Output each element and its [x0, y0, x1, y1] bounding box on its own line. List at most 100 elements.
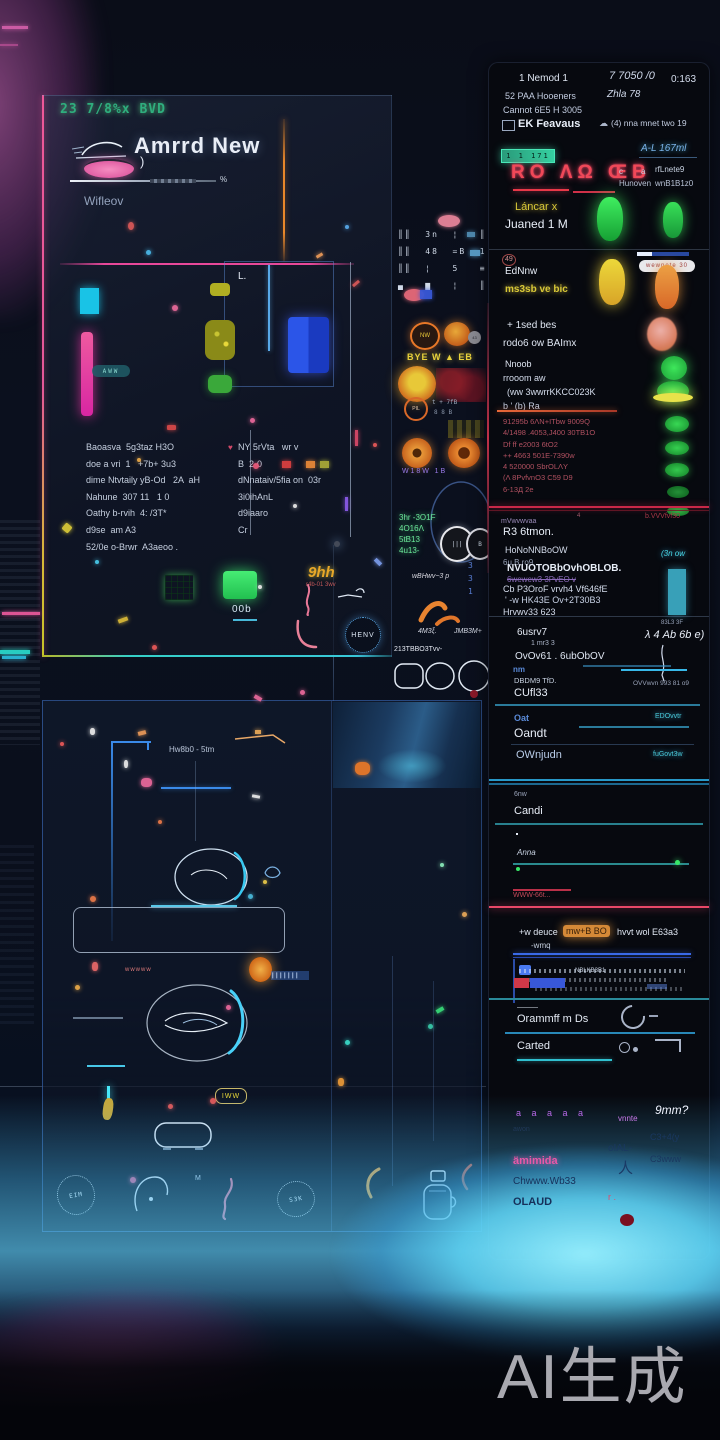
list-item[interactable]: d9iaaro: [238, 508, 269, 519]
list-item[interactable]: Cr: [238, 524, 248, 535]
list-item[interactable]: doe a vri 1 +7b+ 3u3: [86, 458, 177, 469]
blue-vline: [268, 265, 270, 351]
maroon-row: (Λ 8PvfvnO3 C59 D9: [503, 473, 573, 483]
form-value-2[interactable]: Oandt: [514, 726, 547, 740]
dark-tiny: awon: [513, 1126, 530, 1133]
form-value-3[interactable]: OWnjudn: [516, 749, 562, 761]
dark-right-3: C3www: [650, 1154, 682, 1164]
row-p2[interactable]: R3 6tmon.: [503, 526, 554, 538]
pink-hline: [60, 263, 354, 265]
form-label-2: Oat: [514, 713, 530, 723]
nine-label: 9hh: [308, 564, 335, 581]
stamp-badge[interactable]: HENV: [345, 617, 381, 653]
watermark: AI生成: [497, 1343, 688, 1412]
yellow-ellipse: [653, 393, 693, 402]
list-item[interactable]: B 2-0: [238, 458, 263, 469]
slider-segment: [150, 179, 196, 183]
maroon-row: 4/1498 .4053,J400 30TB1O: [503, 428, 596, 438]
row-p6: 6wewew3 3PvEO v: [507, 575, 576, 584]
outline-shapes: [394, 660, 490, 698]
dash-row-1: [519, 969, 685, 973]
row-p3: HoNoNNBoOW: [505, 545, 568, 555]
header-row-4[interactable]: EK Feavaus: [518, 118, 581, 130]
slider-tag: %: [220, 175, 228, 184]
menu-item-2[interactable]: Carted: [517, 1040, 551, 1052]
orange-fill-badge[interactable]: [444, 322, 470, 346]
vline-c: [350, 262, 351, 537]
green-stack-1: [661, 356, 687, 380]
list-item[interactable]: Nahune 307 11 1 0: [86, 491, 170, 502]
list-item[interactable]: 3i0ihAnL: [238, 491, 274, 502]
teal-underline: [517, 1059, 612, 1061]
form-divider-2: [511, 744, 694, 745]
seal-stamp-2[interactable]: S3K: [274, 1177, 318, 1221]
seal-2-label: S3K: [288, 1194, 304, 1204]
divider-cyan: [489, 998, 709, 1000]
ring1-marks: |||: [451, 540, 463, 548]
m-label: M: [195, 1175, 201, 1182]
tiny-dot: [516, 833, 518, 835]
orange-wheel-2: [448, 438, 480, 468]
tooltip-box[interactable]: [73, 907, 285, 953]
list-item[interactable]: dNnataiv/5fia on 03r: [238, 475, 322, 486]
blue-band: ║║║║║║║: [271, 971, 309, 980]
panel-border-top: [42, 95, 392, 96]
teal-pill[interactable]: AWW: [92, 365, 130, 377]
green-grid-badge[interactable]: [165, 575, 193, 600]
list-item[interactable]: Oathy b-rvih 4: /3T*: [86, 508, 167, 519]
stat-header: 23 7/8%x BVD: [60, 102, 166, 117]
progress-slider[interactable]: [70, 179, 216, 183]
row-p1: mVwvwvaa: [501, 518, 537, 525]
panel-title: Amrrd New: [134, 133, 261, 158]
list-item[interactable]: Baoasva 5g3taz H3O: [86, 442, 175, 452]
robot-icon[interactable]: [417, 1169, 461, 1227]
item1-sub: Juaned 1 M: [505, 217, 568, 231]
form-value-4[interactable]: Candi: [514, 805, 543, 817]
orange-ring-badge[interactable]: NW: [410, 322, 440, 350]
row-p9: Hrvwv33 623: [503, 607, 556, 617]
list-item[interactable]: NY 5rVta wr v: [238, 442, 299, 452]
teal-status-badge[interactable]: 1 1 171: [501, 149, 555, 163]
list-item[interactable]: dime Ntvtaily yB-Od 2A aH: [86, 475, 201, 486]
green-stack-4: [665, 441, 689, 455]
red-caption: wwwww: [125, 967, 152, 973]
divider-blue: [505, 1032, 695, 1034]
magenta-bar: [81, 332, 93, 416]
header-row-1: 1 Nemod 1: [519, 73, 568, 84]
list-item[interactable]: d9se am A3: [86, 524, 137, 535]
item2-sub: ms3sb ve bic: [505, 284, 568, 295]
item2-title[interactable]: EdNnw: [505, 266, 538, 277]
ring2-marks: B: [478, 540, 482, 548]
nine-sub: r4b-01 3wv: [306, 582, 336, 588]
list-right: NY 5rVta wr v B 2-0 dNnataiv/5fia on 03r 3i…: [238, 442, 378, 542]
pink-curve: [296, 619, 318, 649]
white-sketch: [337, 588, 365, 598]
blue-link[interactable]: A-L 167ml: [641, 143, 687, 154]
left-texture-stripes-2: [0, 845, 34, 1025]
list-item[interactable]: 52/0e o-Brwr A3aeoo .: [86, 541, 179, 552]
iww-pill[interactable]: IWW: [215, 1088, 247, 1104]
maroon-list: 91295b 6ΛN+ITbw 9009Q 4/1498 .4053,J400 3…: [503, 417, 663, 497]
seal-stamp-1[interactable]: EIM: [53, 1172, 99, 1218]
divider: [489, 616, 709, 617]
photo-region: [333, 702, 480, 788]
car-outline: [154, 1122, 212, 1150]
refresh-icon[interactable]: [616, 1000, 650, 1034]
row-p11: 6usrv7: [517, 627, 548, 638]
pink-swirl: [0, 1260, 291, 1440]
sm-h: Hunoven: [619, 179, 652, 188]
orange-divider: [497, 410, 617, 412]
form-value-1[interactable]: CUfl33: [514, 687, 548, 699]
menu-item-1[interactable]: Orammff m Ds: [517, 1013, 589, 1025]
hand-glyph: 人: [618, 1160, 634, 1177]
blue-card[interactable]: [288, 317, 329, 373]
item1-title[interactable]: Láncar x: [515, 201, 558, 213]
left-texture-stripes: [0, 520, 40, 745]
row-p12: 1 mr3 3: [531, 640, 555, 647]
crimson-divider-2: [489, 510, 709, 511]
hl-highlight: mw+B BO: [563, 925, 610, 938]
item3-title[interactable]: + 1sed bes: [507, 320, 557, 331]
row-p5: NVUOTOBbOvhOBLOB.: [507, 563, 622, 574]
form-label-5: Anna: [517, 848, 536, 857]
green-badge[interactable]: [223, 571, 257, 599]
